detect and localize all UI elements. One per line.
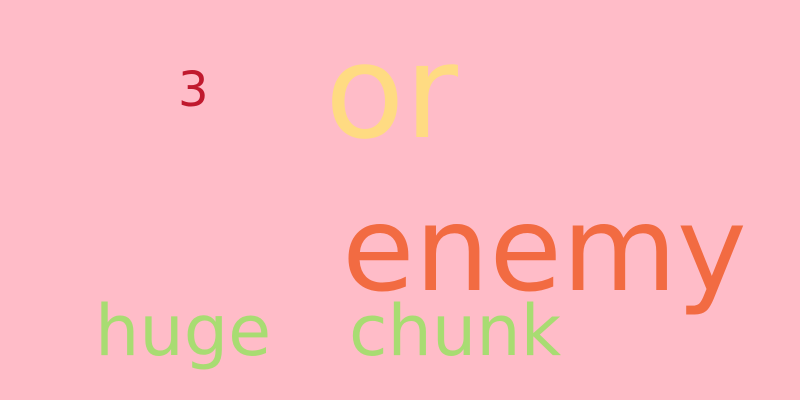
- word-enemy: enemy: [342, 180, 747, 318]
- word-huge: huge: [95, 290, 272, 372]
- word-chunk: chunk: [349, 290, 562, 372]
- word-3: 3: [178, 62, 209, 118]
- word-or: or: [325, 16, 458, 168]
